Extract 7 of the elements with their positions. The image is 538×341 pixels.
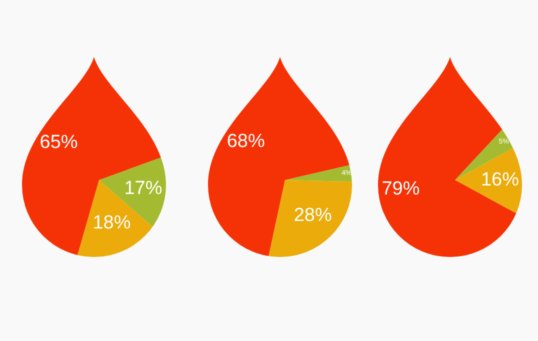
data-label: 68% (226, 130, 265, 152)
data-label: 18% (92, 212, 131, 234)
data-label: 28% (294, 204, 332, 226)
data-label: 79% (382, 178, 420, 200)
data-label: 16% (480, 169, 520, 190)
data-label: 17% (124, 178, 162, 199)
data-label: 65% (40, 132, 78, 153)
